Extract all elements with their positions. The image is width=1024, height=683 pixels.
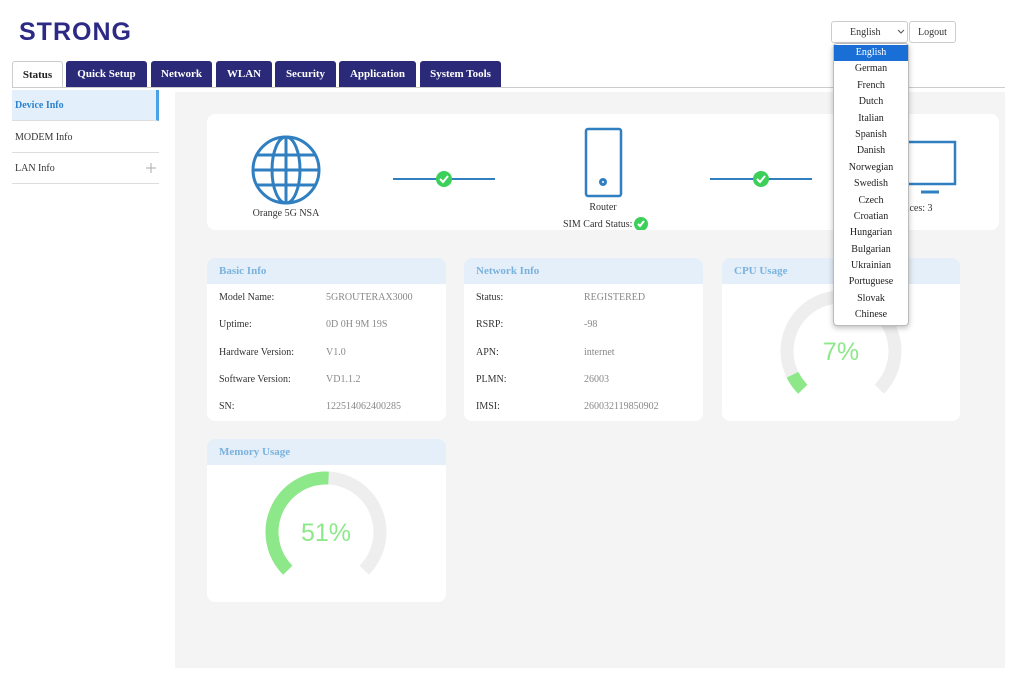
row-value: V1.0 xyxy=(326,346,346,358)
tab[interactable]: Network xyxy=(151,61,212,87)
row-value: 0D 0H 9M 19S xyxy=(326,319,388,331)
row-value: 122514062400285 xyxy=(326,401,401,413)
tab-rule xyxy=(12,87,1005,88)
row-value: internet xyxy=(584,346,615,358)
card-title: Memory Usage xyxy=(207,439,446,465)
row-label: Model Name: xyxy=(219,292,275,303)
tab[interactable]: Status xyxy=(12,61,63,87)
gauge-label: 7% xyxy=(823,338,859,366)
expand-icon[interactable] xyxy=(145,162,157,174)
basic-info-card: Basic Info Model Name: 5GROUTERAX3000 Uptim… xyxy=(207,258,446,421)
tab[interactable]: Application xyxy=(339,61,416,87)
language-option[interactable]: English xyxy=(834,45,908,62)
language-option[interactable]: Swedish xyxy=(854,178,888,190)
network-info-card: Network Info Status: REGISTERED RSRP: -98 APN… xyxy=(464,258,703,421)
gauge: 51% xyxy=(265,471,387,575)
sim-status-label: SIM Card Status: xyxy=(563,219,633,230)
language-dropdown: English German French Dutch Italian Spanish Da… xyxy=(833,43,909,326)
row-value: 260032119850902 xyxy=(584,401,659,413)
language-option[interactable]: Bulgarian xyxy=(851,243,891,255)
tab[interactable]: System Tools xyxy=(420,61,501,87)
sidebar-item[interactable]: Device Info xyxy=(12,90,159,121)
language-option[interactable]: Italian xyxy=(858,112,884,124)
select-arrow xyxy=(897,29,905,34)
row-value: REGISTERED xyxy=(584,292,646,303)
language-option[interactable]: Danish xyxy=(856,145,886,157)
row-label: IMSI: xyxy=(476,401,500,413)
language-option[interactable]: Slovak xyxy=(857,292,885,304)
router-label: Router xyxy=(589,202,617,213)
tab[interactable]: WLAN xyxy=(216,61,272,87)
row-value: 26003 xyxy=(584,373,609,385)
row-label: SN: xyxy=(219,401,235,413)
language-option[interactable]: Chinese xyxy=(854,309,888,321)
row-value: VD1.1.2 xyxy=(326,373,361,385)
tab[interactable]: Quick Setup xyxy=(66,61,147,87)
language-option[interactable]: Hungarian xyxy=(849,227,893,239)
language-option[interactable]: Norwegian xyxy=(848,161,894,173)
sidebar-item[interactable]: MODEM Info xyxy=(12,122,159,153)
row-label: Status: xyxy=(476,292,504,303)
devices-label: Devices: 3 xyxy=(890,203,933,214)
language-option[interactable]: Spanish xyxy=(855,128,887,140)
gauge-label: 51% xyxy=(301,519,351,547)
wan-label: Orange 5G NSA xyxy=(252,208,320,219)
gauge-arc xyxy=(265,471,329,575)
language-option[interactable]: Ukrainian xyxy=(851,260,891,272)
language-option[interactable]: Portuguese xyxy=(848,276,894,288)
language-select[interactable]: English xyxy=(831,21,908,43)
language-option[interactable]: Croatian xyxy=(853,210,889,222)
row-value: 5GROUTERAX3000 xyxy=(326,292,413,303)
row-label: Uptime: xyxy=(219,319,252,331)
language-option[interactable]: German xyxy=(854,63,888,75)
row-label: RSRP: xyxy=(476,319,504,331)
logo: STRONG xyxy=(19,18,132,46)
card-title: Basic Info xyxy=(207,258,446,284)
row-label: PLMN: xyxy=(476,373,507,385)
row-label: APN: xyxy=(476,346,499,358)
memory-usage-card: Memory Usage 51% xyxy=(207,439,446,602)
tab[interactable]: Security xyxy=(275,61,336,87)
row-label: Hardware Version: xyxy=(219,346,295,358)
logout-button[interactable]: Logout xyxy=(909,21,956,43)
row-label: Software Version: xyxy=(219,373,291,385)
row-value: -98 xyxy=(584,319,598,331)
language-option[interactable]: Czech xyxy=(858,194,884,206)
language-option[interactable]: Dutch xyxy=(858,96,884,108)
card-title: Network Info xyxy=(464,258,703,284)
sidebar-item[interactable]: LAN Info xyxy=(12,153,159,184)
language-option[interactable]: French xyxy=(857,79,885,91)
gauge-arc xyxy=(786,371,808,394)
